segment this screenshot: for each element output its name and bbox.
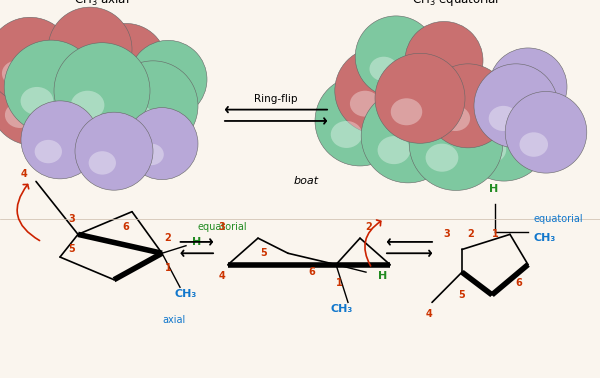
Ellipse shape — [370, 57, 398, 81]
Text: Ring-flip: Ring-flip — [254, 94, 298, 104]
Ellipse shape — [2, 60, 32, 87]
Ellipse shape — [48, 7, 132, 91]
Text: 4: 4 — [425, 309, 433, 319]
Text: H: H — [488, 184, 498, 194]
Ellipse shape — [21, 101, 99, 179]
Ellipse shape — [391, 98, 422, 125]
Ellipse shape — [503, 87, 530, 110]
Ellipse shape — [85, 23, 167, 105]
Ellipse shape — [89, 151, 116, 175]
Text: 6: 6 — [122, 222, 130, 232]
Text: 1: 1 — [335, 279, 343, 288]
Ellipse shape — [375, 53, 465, 143]
Ellipse shape — [488, 106, 518, 131]
Ellipse shape — [124, 106, 155, 133]
Text: CH$_3$ equatorial: CH$_3$ equatorial — [412, 0, 500, 8]
Ellipse shape — [475, 136, 506, 163]
Ellipse shape — [0, 17, 73, 104]
Ellipse shape — [425, 144, 458, 172]
Text: equatorial: equatorial — [534, 214, 584, 224]
Text: 2: 2 — [164, 233, 172, 243]
Ellipse shape — [331, 121, 362, 148]
Ellipse shape — [361, 89, 455, 183]
Text: axial: axial — [482, 165, 505, 175]
Ellipse shape — [419, 60, 446, 84]
Ellipse shape — [35, 140, 62, 163]
Ellipse shape — [108, 61, 198, 151]
Text: CH$_3$ axial: CH$_3$ axial — [74, 0, 130, 8]
Ellipse shape — [405, 22, 483, 99]
Ellipse shape — [62, 49, 92, 74]
Text: 3: 3 — [443, 229, 451, 239]
Ellipse shape — [129, 40, 207, 118]
Ellipse shape — [520, 132, 548, 157]
Ellipse shape — [426, 64, 510, 148]
Ellipse shape — [4, 40, 98, 134]
Ellipse shape — [143, 79, 170, 103]
Ellipse shape — [505, 91, 587, 173]
Text: 5: 5 — [68, 245, 76, 254]
Ellipse shape — [440, 106, 470, 131]
Ellipse shape — [139, 144, 164, 165]
Ellipse shape — [49, 121, 80, 148]
Text: 2: 2 — [467, 229, 475, 239]
Ellipse shape — [126, 108, 198, 180]
Text: 3: 3 — [68, 214, 76, 224]
Ellipse shape — [355, 16, 437, 98]
Ellipse shape — [350, 91, 380, 117]
Ellipse shape — [71, 91, 104, 119]
Text: CH₃: CH₃ — [534, 233, 556, 243]
Text: H: H — [192, 237, 201, 247]
Text: axial: axial — [163, 315, 185, 325]
Text: 5: 5 — [458, 290, 466, 300]
Text: 3: 3 — [218, 222, 226, 232]
Ellipse shape — [459, 91, 549, 181]
Text: CH₃: CH₃ — [331, 304, 353, 314]
Ellipse shape — [335, 48, 421, 134]
Text: equatorial: equatorial — [198, 222, 248, 232]
Ellipse shape — [75, 112, 153, 190]
Text: 2: 2 — [365, 222, 373, 232]
Text: 1: 1 — [491, 229, 499, 239]
Text: boat: boat — [293, 177, 319, 186]
Ellipse shape — [409, 97, 503, 191]
Text: 5: 5 — [260, 248, 268, 258]
Text: 4: 4 — [20, 169, 28, 179]
Ellipse shape — [315, 76, 405, 166]
Ellipse shape — [33, 76, 123, 166]
Text: 6: 6 — [515, 279, 523, 288]
Ellipse shape — [5, 102, 35, 128]
Ellipse shape — [54, 43, 150, 139]
Ellipse shape — [489, 48, 567, 126]
Ellipse shape — [0, 59, 76, 145]
Ellipse shape — [474, 64, 558, 148]
Ellipse shape — [100, 64, 128, 89]
Text: CH₃: CH₃ — [175, 289, 197, 299]
Text: 1: 1 — [164, 263, 172, 273]
Text: 6: 6 — [308, 267, 316, 277]
Text: H: H — [378, 271, 387, 281]
Text: 4: 4 — [218, 271, 226, 281]
Ellipse shape — [377, 136, 410, 164]
Ellipse shape — [20, 87, 53, 115]
